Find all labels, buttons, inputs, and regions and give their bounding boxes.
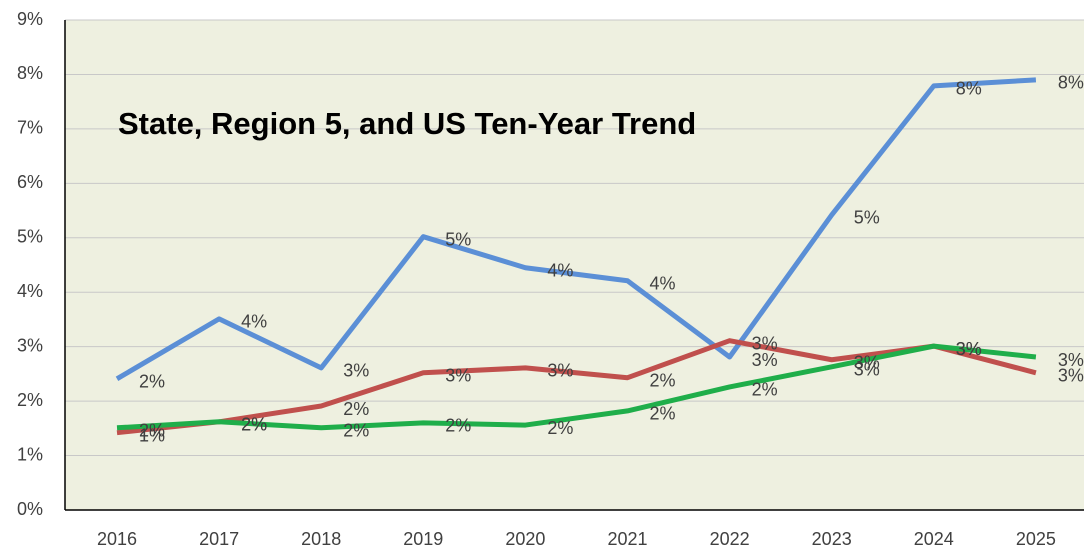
data-label: 2% [139,372,165,392]
x-tick-label: 2017 [199,529,239,549]
data-label: 1% [139,425,165,445]
y-tick-label: 5% [17,227,43,247]
data-label: 5% [854,208,880,228]
x-tick-label: 2025 [1016,529,1056,549]
data-label: 3% [854,352,880,372]
data-label: 3% [854,360,880,380]
data-label: 3% [445,366,471,386]
plot-area [65,20,1084,510]
data-label: 8% [1058,73,1084,93]
series-line [116,343,1037,431]
data-label: 3% [547,361,573,381]
y-tick-label: 3% [17,335,43,355]
y-tick-label: 8% [17,63,43,83]
x-tick-label: 2016 [97,529,137,549]
data-label: 3% [956,339,982,359]
data-label: 4% [547,260,573,280]
data-label: 3% [752,333,778,353]
data-label: 4% [241,312,267,332]
data-label: 8% [956,79,982,99]
y-tick-label: 7% [17,118,43,138]
series-line [115,77,1037,381]
data-label: 2% [752,380,778,400]
data-label: 3% [1058,366,1084,386]
data-label: 2% [650,404,676,424]
y-tick-label: 6% [17,172,43,192]
data-label: 4% [650,274,676,294]
x-tick-label: 2019 [403,529,443,549]
data-label: 2% [241,415,267,435]
y-tick-label: 2% [17,390,43,410]
data-label: 2% [139,421,165,441]
y-tick-label: 1% [17,444,43,464]
data-label: 2% [650,370,676,390]
x-tick-label: 2018 [301,529,341,549]
data-label: 2% [241,415,267,435]
y-tick-label: 9% [17,9,43,29]
y-tick-label: 4% [17,281,43,301]
data-label: 2% [343,421,369,441]
data-label: 5% [445,229,471,249]
data-label: 3% [1058,350,1084,370]
data-label: 3% [956,339,982,359]
data-label: 2% [343,399,369,419]
series-line [116,338,1037,436]
y-tick-label: 0% [17,499,43,519]
data-label: 2% [547,418,573,438]
x-tick-label: 2020 [505,529,545,549]
x-tick-label: 2023 [812,529,852,549]
data-label: 3% [343,361,369,381]
chart-title: State, Region 5, and US Ten-Year Trend [118,106,696,141]
data-label: 2% [445,416,471,436]
x-tick-label: 2021 [607,529,647,549]
data-label: 3% [752,350,778,370]
x-tick-label: 2024 [914,529,954,549]
x-tick-label: 2022 [710,529,750,549]
grid [65,19,1084,511]
